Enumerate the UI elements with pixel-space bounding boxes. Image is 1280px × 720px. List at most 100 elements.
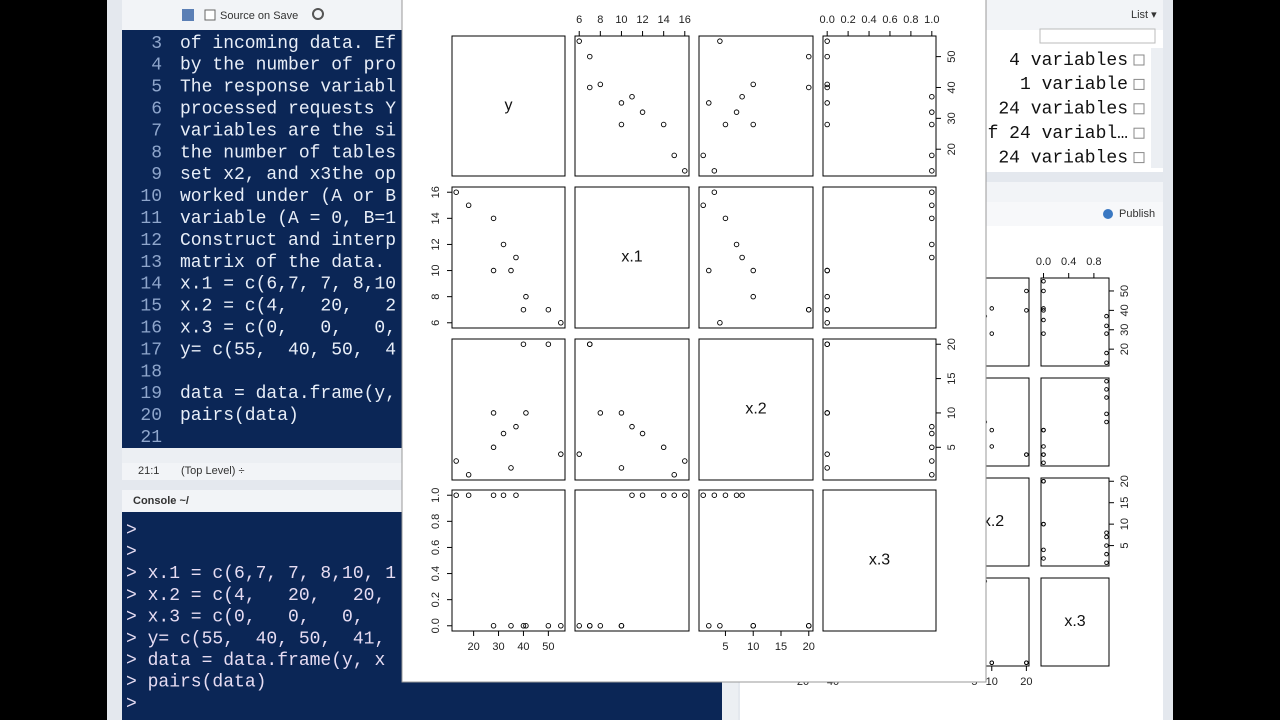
- tick-label: 20: [1119, 343, 1131, 355]
- point: [929, 241, 935, 248]
- line-number: 3: [151, 34, 162, 54]
- point: [520, 623, 527, 629]
- point: [523, 623, 529, 629]
- point: [545, 623, 552, 629]
- tick-label: 8: [597, 14, 603, 26]
- point: [700, 152, 706, 159]
- point: [500, 241, 507, 248]
- line-number: 5: [151, 78, 162, 98]
- tick-label: 20: [946, 338, 958, 350]
- status-bar: [122, 463, 412, 480]
- env-checkbox[interactable]: [1133, 103, 1145, 115]
- point: [523, 410, 529, 416]
- point: [1024, 288, 1029, 294]
- point: [722, 492, 729, 498]
- tick-label: 5: [946, 444, 958, 450]
- editor-lines: 3 of incoming data. Ef 4 by the number of p…: [140, 34, 396, 448]
- console-line: > data = data.frame(y, x: [126, 651, 385, 671]
- panel: [451, 489, 566, 632]
- point: [739, 492, 745, 498]
- line-number: 7: [151, 121, 162, 141]
- point: [660, 492, 667, 498]
- env-checkbox[interactable]: [1133, 54, 1145, 66]
- point: [989, 444, 995, 449]
- env-item: 4 variables: [1009, 51, 1128, 71]
- save-icon[interactable]: [182, 9, 194, 21]
- point: [545, 306, 552, 313]
- point: [929, 215, 935, 222]
- point: [660, 121, 667, 128]
- point: [618, 623, 625, 629]
- point: [490, 215, 497, 222]
- code-line: by the number of pro: [180, 56, 396, 76]
- tick-label: 0.6: [430, 540, 442, 555]
- tick-label: 16: [430, 186, 442, 198]
- point: [1104, 534, 1109, 540]
- panel: [451, 338, 566, 481]
- point: [824, 341, 830, 347]
- point: [1104, 360, 1109, 365]
- code-line: the number of tables: [180, 143, 396, 163]
- point: [618, 465, 625, 471]
- point: [824, 410, 830, 416]
- point: [929, 430, 935, 437]
- point: [824, 81, 830, 88]
- code-line: x.2 = c(4, 20, 2: [180, 297, 396, 317]
- point: [824, 53, 830, 60]
- publish-icon[interactable]: [1103, 209, 1113, 219]
- line-number: 9: [151, 165, 162, 185]
- tick-label: 0.0: [1036, 256, 1051, 268]
- point: [989, 331, 995, 336]
- line-number: 11: [140, 209, 162, 229]
- point: [453, 492, 459, 498]
- scope[interactable]: (Top Level) ÷: [181, 465, 245, 477]
- checkbox[interactable]: [204, 9, 216, 21]
- point: [629, 423, 635, 430]
- point: [453, 189, 459, 195]
- tick-label: 0.8: [903, 14, 918, 26]
- tick-label: 14: [430, 212, 442, 224]
- point: [739, 254, 745, 261]
- env-checkbox[interactable]: [1133, 127, 1145, 139]
- editor: [122, 30, 412, 448]
- point: [513, 423, 519, 430]
- search-icon[interactable]: [312, 8, 324, 20]
- env-search[interactable]: [1039, 28, 1156, 44]
- env-item: 24 variables: [998, 148, 1128, 168]
- point: [1041, 521, 1046, 527]
- variable-label: y: [505, 97, 513, 114]
- point: [929, 121, 935, 128]
- point: [711, 168, 718, 174]
- panel: [574, 35, 690, 177]
- point: [618, 410, 625, 416]
- env-checkbox[interactable]: [1133, 152, 1145, 164]
- env-checkbox[interactable]: [1133, 78, 1145, 90]
- point: [929, 152, 935, 159]
- line-number: 13: [140, 253, 162, 273]
- code-line: variables are the si: [180, 121, 396, 141]
- source-on-save[interactable]: Source on Save: [220, 10, 298, 22]
- panel: [574, 489, 690, 632]
- list-view[interactable]: List ▾: [1131, 9, 1157, 21]
- tick-label: 1.0: [924, 14, 939, 26]
- point: [597, 623, 604, 629]
- tick-label: 30: [492, 641, 504, 653]
- tick-label: 20: [946, 143, 958, 155]
- point: [824, 121, 830, 128]
- code-line: of incoming data. Ef: [180, 34, 396, 54]
- point: [597, 410, 604, 416]
- point: [733, 241, 740, 248]
- code-line: matrix of the data.: [180, 253, 385, 273]
- point: [929, 472, 935, 478]
- point: [700, 202, 706, 209]
- tick-label: 12: [430, 238, 442, 250]
- console-line: > y= c(55, 40, 50, 41,: [126, 629, 385, 649]
- point: [1041, 556, 1046, 561]
- publish[interactable]: Publish: [1119, 208, 1155, 220]
- point: [490, 444, 497, 451]
- point: [490, 623, 497, 629]
- point: [824, 267, 830, 274]
- code-line: data = data.frame(y,: [180, 384, 396, 404]
- point: [629, 492, 635, 498]
- variable-label: x.1: [621, 249, 642, 266]
